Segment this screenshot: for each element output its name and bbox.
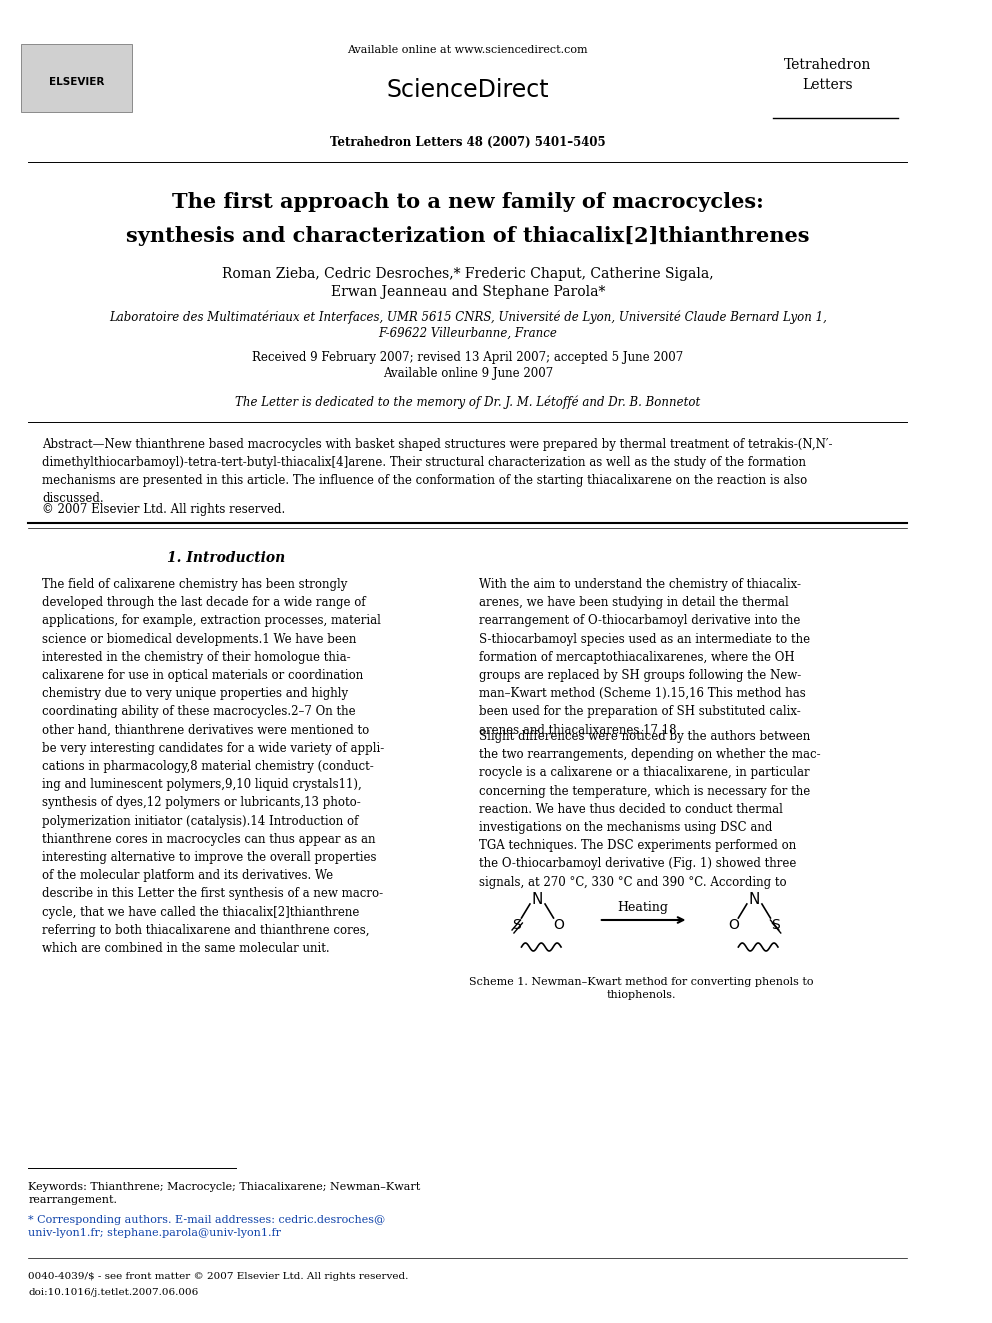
Text: Keywords: Thianthrene; Macrocycle; Thiacalixarene; Newman–Kwart
rearrangement.: Keywords: Thianthrene; Macrocycle; Thiac… [29, 1181, 421, 1205]
Text: doi:10.1016/j.tetlet.2007.06.006: doi:10.1016/j.tetlet.2007.06.006 [29, 1289, 198, 1297]
Text: F-69622 Villeurbanne, France: F-69622 Villeurbanne, France [378, 327, 558, 340]
Text: O: O [553, 918, 563, 931]
Text: ELSEVIER: ELSEVIER [49, 77, 104, 87]
Text: Abstract—New thianthrene based macrocycles with basket shaped structures were pr: Abstract—New thianthrene based macrocycl… [43, 438, 833, 505]
Text: Laboratoire des Multimatériaux et Interfaces, UMR 5615 CNRS, Université de Lyon,: Laboratoire des Multimatériaux et Interf… [109, 311, 826, 324]
Text: © 2007 Elsevier Ltd. All rights reserved.: © 2007 Elsevier Ltd. All rights reserved… [43, 503, 286, 516]
Text: Tetrahedron Letters 48 (2007) 5401–5405: Tetrahedron Letters 48 (2007) 5401–5405 [330, 135, 605, 148]
Text: N: N [749, 893, 760, 908]
Text: synthesis and characterization of thiacalix[2]thianthrenes: synthesis and characterization of thiaca… [126, 226, 809, 246]
Text: Received 9 February 2007; revised 13 April 2007; accepted 5 June 2007: Received 9 February 2007; revised 13 Apr… [252, 351, 683, 364]
Text: N: N [532, 893, 544, 908]
Text: Heating: Heating [618, 901, 669, 913]
Bar [21, 44, 132, 112]
Text: 1. Introduction: 1. Introduction [168, 550, 286, 565]
Text: ScienceDirect: ScienceDirect [387, 78, 549, 102]
Text: S: S [513, 918, 521, 931]
Text: * Corresponding authors. E-mail addresses: cedric.desroches@
univ-lyon1.fr; step: * Corresponding authors. E-mail addresse… [29, 1215, 386, 1238]
Text: The first approach to a new family of macrocycles:: The first approach to a new family of ma… [172, 192, 764, 212]
Text: O: O [728, 918, 739, 931]
Text: 0040-4039/$ - see front matter © 2007 Elsevier Ltd. All rights reserved.: 0040-4039/$ - see front matter © 2007 El… [29, 1271, 409, 1281]
Text: The field of calixarene chemistry has been strongly
developed through the last d: The field of calixarene chemistry has be… [43, 578, 385, 955]
Text: Erwan Jeanneau and Stephane Parola*: Erwan Jeanneau and Stephane Parola* [330, 284, 605, 299]
Text: The Letter is dedicated to the memory of Dr. J. M. Létoffé and Dr. B. Bonnetot: The Letter is dedicated to the memory of… [235, 396, 700, 409]
Text: Roman Zieba, Cedric Desroches,* Frederic Chaput, Catherine Sigala,: Roman Zieba, Cedric Desroches,* Frederic… [222, 267, 713, 280]
Text: Available online 9 June 2007: Available online 9 June 2007 [383, 366, 553, 380]
Text: S: S [771, 918, 780, 931]
Text: With the aim to understand the chemistry of thiacalix-
arenes, we have been stud: With the aim to understand the chemistry… [479, 578, 810, 737]
Text: Available online at www.sciencedirect.com: Available online at www.sciencedirect.co… [347, 45, 588, 56]
Text: Scheme 1. Newman–Kwart method for converting phenols to
thiophenols.: Scheme 1. Newman–Kwart method for conver… [469, 976, 813, 1000]
Text: Tetrahedron
Letters: Tetrahedron Letters [785, 58, 872, 93]
Text: Slight differences were noticed by the authors between
the two rearrangements, d: Slight differences were noticed by the a… [479, 730, 820, 889]
